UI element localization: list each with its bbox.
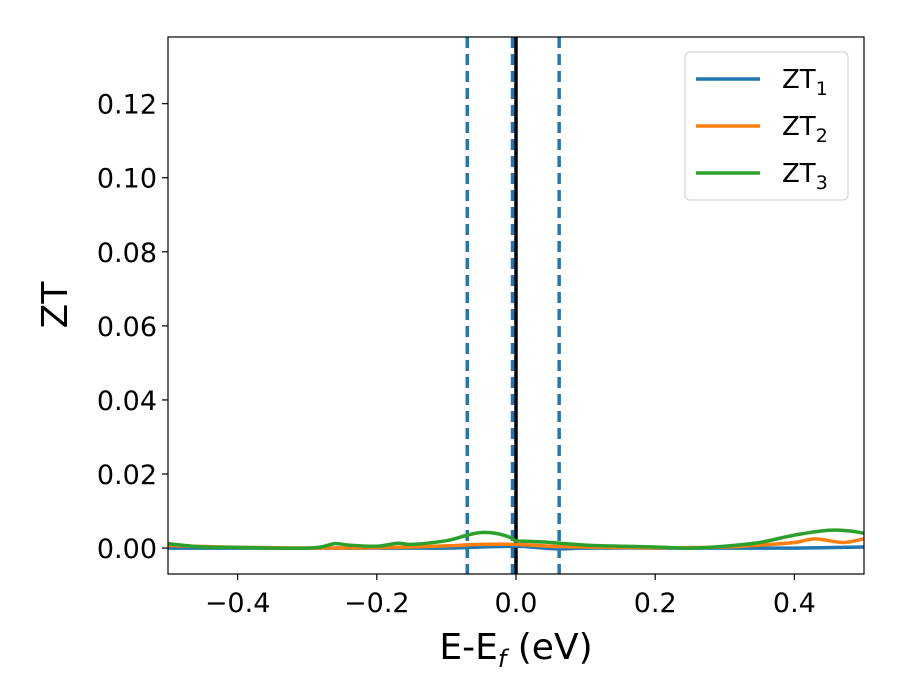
x-tick-label: −0.2 — [344, 588, 410, 619]
series-lines — [168, 528, 864, 551]
x-tick-label: 0.2 — [634, 588, 677, 619]
y-axis-title: ZT — [35, 281, 76, 329]
x-axis: −0.4 −0.2 0.0 0.2 0.4 — [205, 574, 816, 619]
x-axis-title: E-Ef (eV) — [439, 627, 592, 673]
y-tick-label: 0.06 — [97, 312, 157, 343]
y-tick-label: 0.00 — [97, 534, 157, 565]
y-axis: 0.00 0.02 0.04 0.06 0.08 0.10 0.12 — [97, 90, 168, 565]
legend: ZT1 ZT2 ZT3 — [684, 51, 849, 201]
reference-lines — [465, 37, 561, 574]
legend-frame — [684, 51, 849, 201]
y-tick-label: 0.12 — [97, 90, 157, 121]
x-tick-label: −0.4 — [205, 588, 271, 619]
series-line-zt3 — [168, 528, 864, 550]
legend-label-zt1: ZT1 — [782, 65, 828, 100]
y-tick-label: 0.04 — [97, 386, 157, 417]
x-axis-title-suffix: (eV) — [506, 627, 592, 668]
y-tick-label: 0.02 — [97, 460, 157, 491]
x-tick-label: 0.0 — [495, 588, 538, 619]
y-tick-label: 0.08 — [97, 238, 157, 269]
legend-label-zt2: ZT2 — [782, 112, 828, 147]
series-line-zt2 — [168, 537, 864, 550]
x-axis-title-main: E-E — [439, 627, 497, 668]
y-tick-label: 0.10 — [97, 164, 157, 195]
x-tick-label: 0.4 — [773, 588, 816, 619]
plot-area — [167, 36, 865, 575]
legend-label-zt3: ZT3 — [782, 159, 828, 194]
